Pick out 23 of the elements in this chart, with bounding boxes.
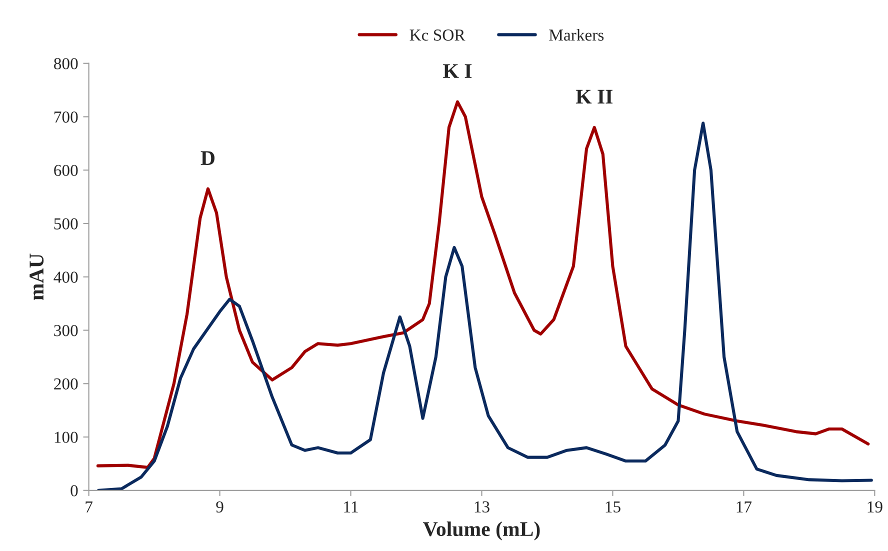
x-tick-label: 7 bbox=[86, 501, 92, 512]
legend-label: Kc SOR bbox=[410, 30, 466, 41]
y-tick-label: 600 bbox=[54, 164, 78, 176]
x-tick-label: 17 bbox=[736, 501, 752, 512]
y-tick-label: 700 bbox=[54, 111, 78, 123]
x-tick-label: 11 bbox=[344, 501, 358, 512]
x-tick-label: 9 bbox=[216, 501, 224, 513]
y-tick-label: 500 bbox=[54, 218, 78, 230]
annotation: K II bbox=[576, 90, 612, 104]
y-axis-title: mAU bbox=[30, 254, 44, 300]
y-tick-label: 400 bbox=[54, 272, 78, 283]
x-axis-title: Volume (mL) bbox=[423, 521, 540, 540]
legend-label: Markers bbox=[549, 28, 604, 41]
x-tick-label: 15 bbox=[606, 501, 620, 513]
y-tick-label: 200 bbox=[54, 378, 78, 390]
y-tick-label: 300 bbox=[54, 324, 78, 336]
y-tick-label: 0 bbox=[70, 485, 78, 496]
x-tick-label: 19 bbox=[868, 501, 882, 513]
annotation: K I bbox=[443, 64, 472, 78]
y-tick-label: 100 bbox=[54, 432, 78, 443]
y-tick-label: 800 bbox=[54, 58, 78, 70]
annotation: D bbox=[200, 151, 214, 165]
x-tick-label: 13 bbox=[474, 501, 490, 513]
